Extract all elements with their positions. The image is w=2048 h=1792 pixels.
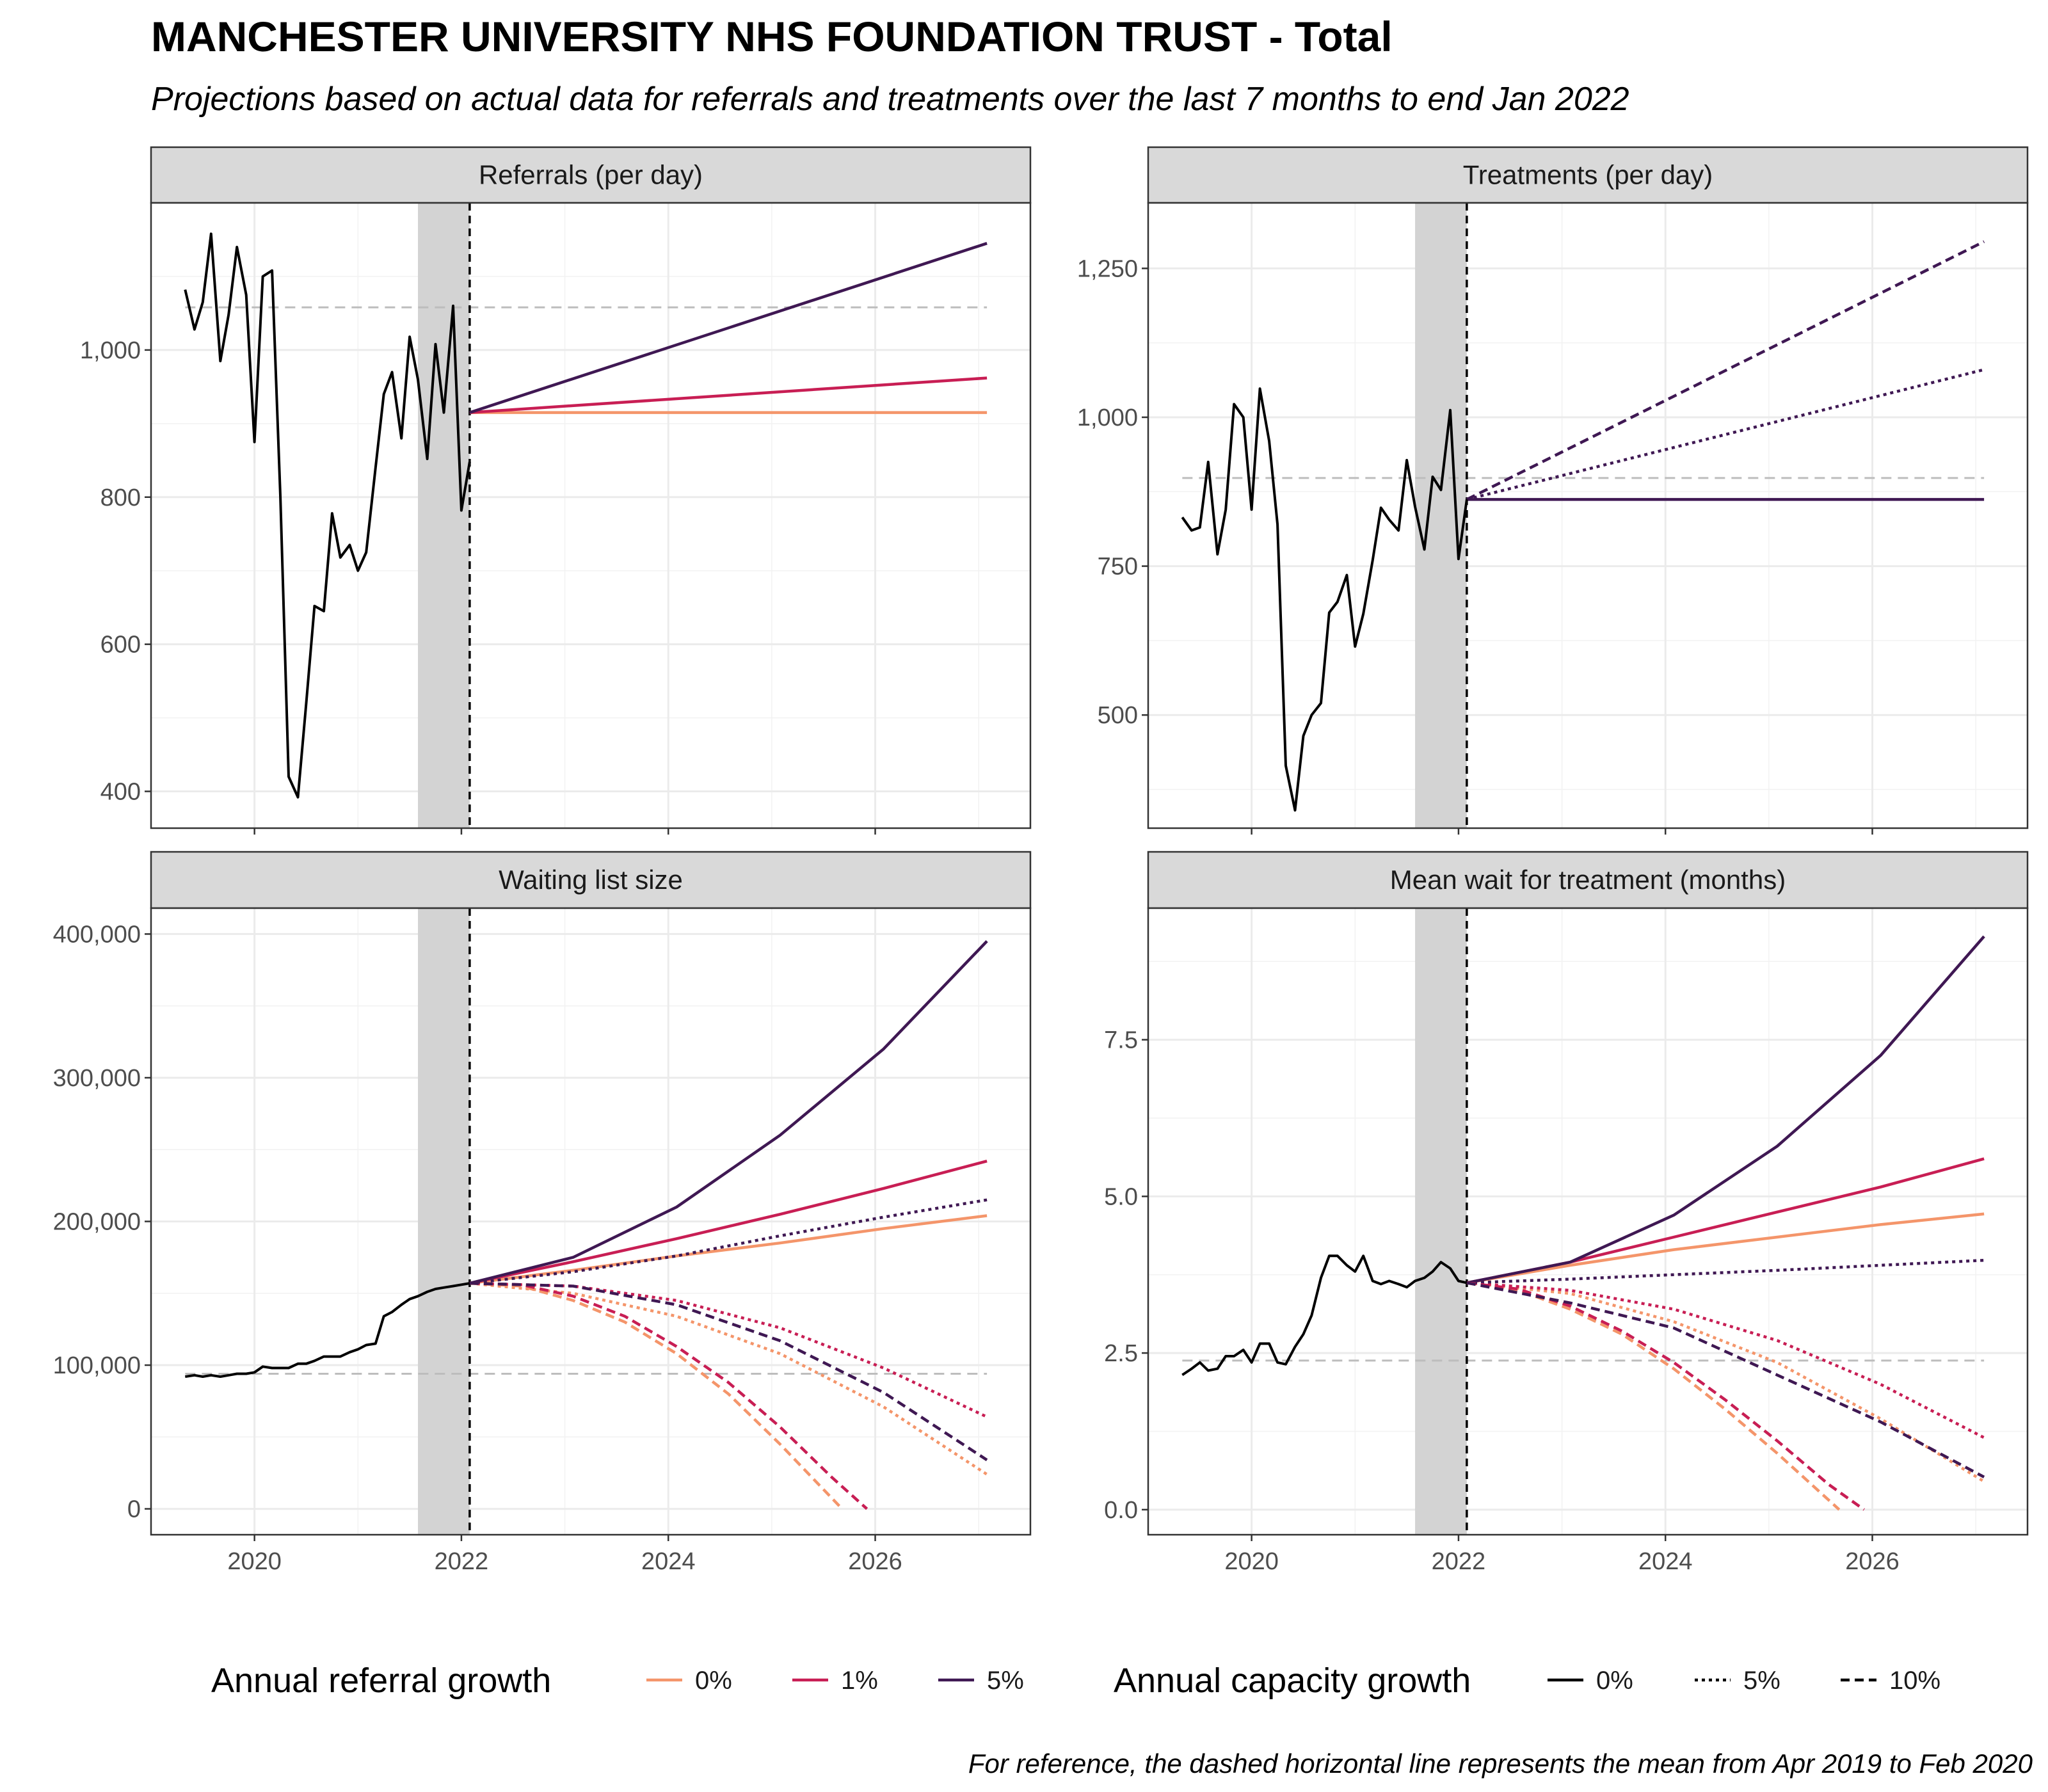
projection-line-ref1-cap10 <box>469 1281 868 1510</box>
projection-line-ref5-cap10 <box>1466 240 1985 501</box>
facet-strip-label: Treatments (per day) <box>1463 160 1713 190</box>
projection-line-ref5-cap0 <box>469 242 988 414</box>
legend-title-capacity: Annual capacity growth <box>1114 1661 1471 1700</box>
projection-line-ref0-cap10 <box>469 1281 844 1510</box>
panel-background <box>1148 203 2028 828</box>
y-tick-label: 400,000 <box>53 921 141 948</box>
panel-border <box>1147 907 2029 1536</box>
panel-background <box>1148 908 2028 1535</box>
projection-line-ref0-cap0 <box>1466 1212 1985 1284</box>
facet-strip <box>150 146 1032 204</box>
projection-line-ref1-cap0 <box>469 1160 988 1285</box>
legend-title-referral: Annual referral growth <box>211 1661 551 1700</box>
shaded-period <box>418 908 470 1535</box>
facet-panel-2: Treatments (per day) 500 750 1,000 1,250 <box>1077 146 2029 835</box>
actual-data-line <box>1181 1254 1468 1377</box>
shaded-period <box>1415 203 1467 828</box>
legend-label-referral: 1% <box>841 1667 878 1695</box>
chart-title: MANCHESTER UNIVERSITY NHS FOUNDATION TRU… <box>151 13 1393 60</box>
y-tick-label: 600 <box>100 632 141 659</box>
y-tick-label: 0.0 <box>1104 1497 1138 1524</box>
projection-line-ref5-cap10 <box>1466 1281 1985 1478</box>
legend: Annual referral growth 0% 1% 5% Annual capac… <box>211 1661 1940 1700</box>
facet-strip <box>150 851 1032 909</box>
chart-subtitle: Projections based on actual data for ref… <box>151 81 1629 118</box>
projection-line-ref5-cap0 <box>1466 935 1985 1284</box>
y-tick-label: 7.5 <box>1104 1027 1138 1054</box>
y-tick-label: 0 <box>127 1496 141 1523</box>
facet-strip <box>1147 851 2029 909</box>
panel-background <box>151 203 1030 828</box>
projection-line-ref5-cap5 <box>1466 1258 1985 1284</box>
chart-caption: For reference, the dashed horizontal lin… <box>968 1748 2033 1779</box>
legend-label-capacity: 10% <box>1889 1667 1940 1695</box>
facet-panel-3: Waiting list size 0 100,000 200,000 300,000 4… <box>53 851 1032 1575</box>
projection-line-ref0-cap5 <box>1466 1281 1985 1483</box>
facet-panel-4: Mean wait for treatment (months) 0.0 2.5 5.… <box>1104 851 2029 1575</box>
projection-line-ref1-cap10 <box>1466 1281 1865 1511</box>
x-tick-label: 2020 <box>227 1548 282 1575</box>
facet-panels: Referrals (per day)4006008001,000Treatme… <box>53 146 2029 1575</box>
facet-strip-label: Mean wait for treatment (months) <box>1390 865 1786 895</box>
x-tick-label: 2024 <box>1638 1548 1693 1575</box>
projection-line-ref5-cap0 <box>469 940 988 1285</box>
facet-strip-label: Waiting list size <box>499 865 683 895</box>
x-tick-label: 2022 <box>1432 1548 1486 1575</box>
x-tick-label: 2024 <box>641 1548 696 1575</box>
y-tick-label: 100,000 <box>53 1352 141 1379</box>
actual-data-line <box>1181 387 1468 812</box>
x-tick-label: 2026 <box>848 1548 902 1575</box>
projection-line-ref1-cap0 <box>469 376 988 414</box>
y-tick-label: 800 <box>100 484 141 511</box>
y-tick-label: 200,000 <box>53 1209 141 1236</box>
y-tick-label: 400 <box>100 779 141 806</box>
y-tick-label: 1,000 <box>1077 404 1138 431</box>
panel-border <box>1147 202 2029 829</box>
legend-label-referral: 0% <box>695 1667 732 1695</box>
actual-data-line <box>185 1282 470 1378</box>
x-tick-label: 2022 <box>435 1548 489 1575</box>
x-tick-label: 2026 <box>1845 1548 1900 1575</box>
y-tick-label: 5.0 <box>1104 1183 1138 1210</box>
y-tick-label: 300,000 <box>53 1065 141 1092</box>
projection-line-ref5-cap5 <box>469 1198 988 1285</box>
legend-label-capacity: 0% <box>1596 1667 1633 1695</box>
projection-line-ref1-cap5 <box>1466 1281 1985 1439</box>
y-tick-label: 1,000 <box>80 337 141 364</box>
y-tick-label: 2.5 <box>1104 1340 1138 1367</box>
y-tick-label: 1,250 <box>1077 255 1138 282</box>
shaded-period <box>1415 908 1467 1535</box>
actual-data-line <box>184 232 471 799</box>
y-tick-label: 750 <box>1098 554 1138 580</box>
projection-line-ref5-cap10 <box>469 1281 988 1462</box>
x-tick-label: 2020 <box>1224 1548 1279 1575</box>
panel-border <box>150 202 1032 829</box>
projection-line-ref5-cap5 <box>1466 368 1985 501</box>
facet-strip <box>1147 146 2029 204</box>
shaded-period <box>418 203 470 828</box>
facet-panel-1: Referrals (per day) 400 600 800 1,000 <box>80 146 1032 835</box>
legend-label-referral: 5% <box>987 1667 1024 1695</box>
legend-label-capacity: 5% <box>1743 1667 1780 1695</box>
y-tick-label: 500 <box>1098 702 1138 729</box>
facet-strip-label: Referrals (per day) <box>479 160 703 190</box>
